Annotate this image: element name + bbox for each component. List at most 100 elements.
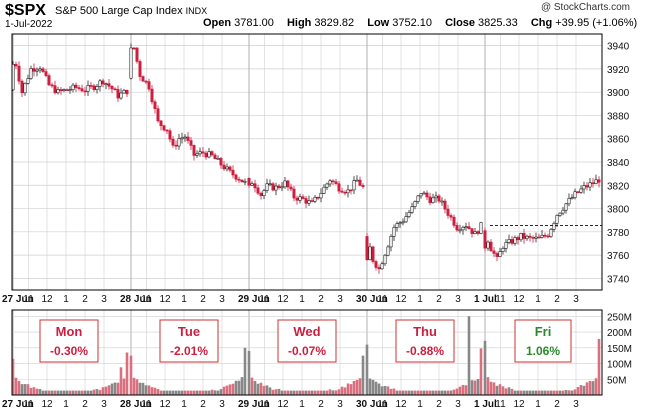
volume-bar bbox=[277, 388, 281, 395]
volume-bar bbox=[428, 390, 432, 395]
volume-y-tick-label: 50M bbox=[607, 375, 626, 386]
candle-body bbox=[41, 68, 45, 72]
candle-body bbox=[38, 68, 42, 71]
volume-bar bbox=[486, 377, 490, 395]
volume-bar bbox=[119, 367, 123, 395]
volume-bar bbox=[434, 390, 438, 395]
candle-body bbox=[104, 83, 108, 85]
candle-body bbox=[189, 140, 193, 146]
candle-body bbox=[389, 236, 393, 248]
volume-x-tick-label: 11 bbox=[259, 399, 270, 410]
candle-body bbox=[147, 81, 151, 90]
high-value: 3829.82 bbox=[314, 17, 355, 29]
price-x-tick-label: 2 bbox=[436, 294, 442, 305]
volume-bar bbox=[247, 350, 251, 395]
candle-body bbox=[144, 80, 148, 83]
volume-bar bbox=[89, 390, 93, 395]
volume-bar bbox=[29, 387, 33, 395]
candle-body bbox=[77, 87, 81, 89]
candle-body bbox=[361, 185, 365, 187]
candle-body bbox=[386, 246, 390, 256]
volume-bar bbox=[582, 385, 586, 395]
volume-bar bbox=[510, 388, 514, 395]
volume-bar bbox=[395, 390, 399, 395]
candle-body bbox=[446, 208, 450, 216]
candle-body bbox=[53, 85, 57, 94]
volume-bar bbox=[83, 390, 87, 395]
candle-body bbox=[495, 253, 499, 257]
high-label: High bbox=[286, 17, 312, 29]
candle-body bbox=[26, 78, 30, 84]
candle-body bbox=[59, 89, 63, 91]
volume-y-axis: 50M 100M 150M 200M 250M bbox=[607, 312, 632, 386]
low-label: Low bbox=[367, 17, 390, 29]
volume-bar bbox=[579, 385, 583, 395]
price-y-tick-label: 3940 bbox=[607, 42, 630, 53]
volume-bar bbox=[222, 386, 226, 395]
candle-body bbox=[486, 241, 490, 249]
candle-body bbox=[80, 88, 84, 92]
volume-bar bbox=[371, 379, 375, 395]
day-change-weekday: Wed bbox=[293, 324, 320, 339]
volume-bar bbox=[555, 390, 559, 395]
candle-body bbox=[510, 239, 514, 244]
volume-bar bbox=[374, 381, 378, 395]
volume-bar bbox=[77, 390, 81, 395]
volume-bar bbox=[558, 390, 562, 395]
volume-x-tick-label: 11 bbox=[377, 399, 388, 410]
volume-bar bbox=[513, 390, 517, 395]
volume-bar bbox=[192, 390, 196, 395]
candle-body bbox=[525, 235, 529, 239]
volume-bar bbox=[62, 390, 66, 395]
candle-body bbox=[316, 197, 320, 199]
candle-body bbox=[44, 71, 48, 76]
volume-bar bbox=[265, 385, 269, 395]
candle-body bbox=[380, 263, 384, 270]
volume-bar bbox=[358, 378, 362, 395]
candlesticks bbox=[11, 43, 601, 274]
candle-body bbox=[410, 206, 414, 213]
day-change-weekday: Tue bbox=[178, 324, 200, 339]
candle-body bbox=[23, 83, 27, 94]
volume-bar bbox=[476, 379, 480, 395]
volume-bar bbox=[153, 387, 157, 395]
candle-body bbox=[473, 231, 477, 234]
volume-bar bbox=[383, 385, 387, 395]
volume-bar bbox=[440, 390, 444, 395]
candle-body bbox=[325, 183, 329, 188]
candle-body bbox=[68, 89, 72, 91]
volume-y-tick-label: 200M bbox=[607, 328, 632, 339]
candle-body bbox=[243, 180, 247, 183]
candle-body bbox=[546, 235, 550, 238]
candle-body bbox=[292, 188, 296, 199]
volume-bar bbox=[68, 390, 72, 395]
volume-x-tick-label: 3 bbox=[573, 399, 579, 410]
volume-bar bbox=[271, 389, 275, 395]
volume-bar bbox=[237, 380, 241, 395]
candle-body bbox=[368, 246, 372, 261]
volume-bar bbox=[537, 390, 541, 395]
price-x-tick-label: 2 bbox=[200, 294, 206, 305]
candle-body bbox=[219, 158, 223, 166]
candle-body bbox=[183, 136, 187, 139]
open-value: 3781.00 bbox=[234, 17, 274, 29]
day-change-percent: 1.06% bbox=[526, 344, 560, 358]
price-x-tick-label: 1 Jul bbox=[474, 294, 497, 305]
volume-bar bbox=[446, 390, 450, 395]
volume-bar bbox=[80, 390, 84, 395]
price-x-tick-label: 12 bbox=[513, 294, 525, 305]
price-x-tick-label: 2 bbox=[318, 294, 324, 305]
volume-x-tick-label: 12 bbox=[513, 399, 525, 410]
candle-body bbox=[298, 196, 302, 201]
volume-bar bbox=[507, 387, 511, 395]
candle-body bbox=[98, 80, 102, 87]
volume-bar bbox=[171, 390, 175, 395]
candle-body bbox=[555, 215, 559, 224]
candle-body bbox=[552, 222, 556, 230]
price-x-tick-label: 12 bbox=[159, 294, 171, 305]
volume-bar bbox=[504, 388, 508, 395]
volume-bar bbox=[86, 390, 90, 395]
candle-body bbox=[340, 190, 344, 193]
day-change-box-frame bbox=[277, 319, 337, 363]
